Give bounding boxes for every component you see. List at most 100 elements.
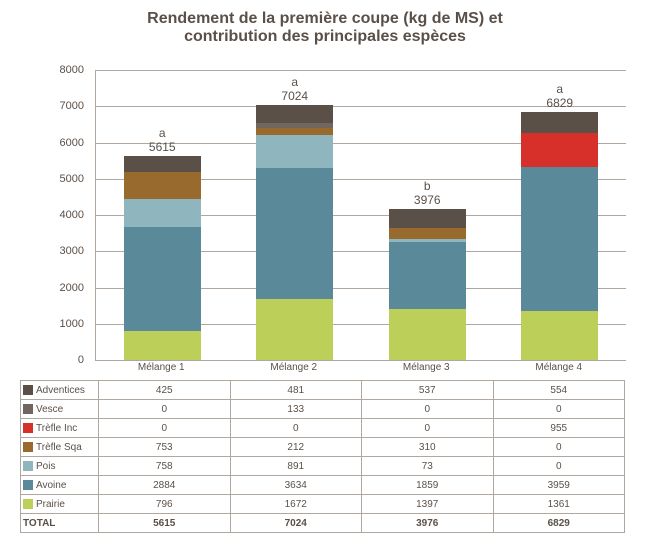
bar-total-label: a 6829 — [546, 82, 573, 110]
y-tick-label: 1000 — [34, 318, 84, 330]
bar-segment-TrefleSqa — [389, 228, 466, 239]
table-cell: 133 — [230, 400, 362, 419]
row-header-label: Avoine — [36, 480, 66, 491]
bar-segment-Adventices — [521, 112, 598, 132]
bar-total-label: a 7024 — [281, 75, 308, 103]
table-row: Pois758891730 — [21, 457, 625, 476]
bar-segment-Prairie — [521, 311, 598, 360]
bar-segment-Avoine — [521, 167, 598, 311]
row-header: Pois — [21, 457, 99, 476]
table-cell-total: 5615 — [99, 514, 231, 533]
bar-total-label: a 5615 — [149, 126, 176, 154]
table-cell: 758 — [99, 457, 231, 476]
row-header: Trèfle Inc — [21, 419, 99, 438]
title-line-1: Rendement de la première coupe (kg de MS… — [147, 10, 503, 27]
table-cell: 554 — [493, 381, 625, 400]
bar-segment-Pois — [389, 239, 466, 242]
bar-segment-Adventices — [256, 105, 333, 122]
legend-swatch — [23, 404, 33, 414]
y-tick-label: 4000 — [34, 209, 84, 221]
row-header-label: Vesce — [36, 404, 63, 415]
category-axis: Mélange 1 Mélange 2 Mélange 3 Mélange 4 — [95, 360, 625, 378]
row-header-label: Prairie — [36, 499, 65, 510]
bar-segment-Pois — [124, 199, 201, 226]
table-cell-total: 3976 — [362, 514, 494, 533]
bar-segment-TrefleSqa — [256, 128, 333, 136]
table-cell: 796 — [99, 495, 231, 514]
bar-segment-Avoine — [389, 242, 466, 309]
row-header-total: TOTAL — [21, 514, 99, 533]
table-total-row: TOTAL5615702439766829 — [21, 514, 625, 533]
y-tick-label: 8000 — [34, 64, 84, 76]
bar-segment-TrefleSqa — [124, 172, 201, 199]
row-header-label: Trèfle Sqa — [36, 442, 82, 453]
data-table: Adventices425481537554Vesce013300Trèfle … — [20, 380, 625, 533]
table-cell: 1672 — [230, 495, 362, 514]
category-label: Mélange 2 — [270, 362, 317, 373]
table-cell: 1361 — [493, 495, 625, 514]
row-header: Vesce — [21, 400, 99, 419]
table-cell: 3634 — [230, 476, 362, 495]
table-cell: 955 — [493, 419, 625, 438]
y-tick-label: 0 — [34, 354, 84, 366]
table-row: Vesce013300 — [21, 400, 625, 419]
y-tick-label: 5000 — [34, 173, 84, 185]
y-axis-ticks: 010002000300040005000600070008000 — [35, 70, 90, 360]
table-cell: 1397 — [362, 495, 494, 514]
plot-area: a 5615 a 7024 b 3976 a 6829 — [95, 70, 626, 361]
bar-segment-Pois — [256, 135, 333, 167]
category-label: Mélange 3 — [403, 362, 450, 373]
bar-segment-Prairie — [256, 299, 333, 360]
chart-title: Rendement de la première coupe (kg de MS… — [0, 10, 650, 46]
table-cell: 3959 — [493, 476, 625, 495]
bar-segment-Adventices — [389, 209, 466, 228]
row-header-label: Adventices — [36, 385, 85, 396]
table-row: Trèfle Inc000955 — [21, 419, 625, 438]
legend-swatch — [23, 461, 33, 471]
y-tick-label: 3000 — [34, 245, 84, 257]
table-cell: 310 — [362, 438, 494, 457]
table-cell: 0 — [99, 419, 231, 438]
table-cell: 73 — [362, 457, 494, 476]
title-line-2: contribution des principales espèces — [184, 28, 466, 45]
row-header: Trèfle Sqa — [21, 438, 99, 457]
legend-swatch — [23, 480, 33, 490]
row-header: Adventices — [21, 381, 99, 400]
legend-swatch — [23, 499, 33, 509]
bar-segment-Prairie — [124, 331, 201, 360]
chart-root: Rendement de la première coupe (kg de MS… — [0, 0, 650, 546]
table-cell: 425 — [99, 381, 231, 400]
table-cell: 0 — [493, 400, 625, 419]
category-label: Mélange 1 — [138, 362, 185, 373]
table-cell: 0 — [362, 419, 494, 438]
category-label: Mélange 4 — [535, 362, 582, 373]
legend-swatch — [23, 442, 33, 452]
table-cell: 0 — [493, 438, 625, 457]
bar-segment-Adventices — [124, 156, 201, 171]
bar-segment-TrefleInc — [521, 133, 598, 168]
table-cell: 0 — [362, 400, 494, 419]
table-row: Trèfle Sqa 7532123100 — [21, 438, 625, 457]
bar-segment-Vesce — [256, 123, 333, 128]
row-header-label: Pois — [36, 461, 55, 472]
row-header: Prairie — [21, 495, 99, 514]
y-tick-label: 7000 — [34, 100, 84, 112]
row-header-label: Trèfle Inc — [36, 423, 77, 434]
table-cell: 212 — [230, 438, 362, 457]
table-cell: 0 — [99, 400, 231, 419]
y-tick-label: 6000 — [34, 137, 84, 149]
row-header: Avoine — [21, 476, 99, 495]
bar-total-label: b 3976 — [414, 179, 441, 207]
table-row: Prairie 796167213971361 — [21, 495, 625, 514]
table-row: Avoine2884363418593959 — [21, 476, 625, 495]
bar-segment-Avoine — [256, 168, 333, 300]
bar-segment-Avoine — [124, 227, 201, 332]
table-cell-total: 7024 — [230, 514, 362, 533]
y-tick-label: 2000 — [34, 282, 84, 294]
gridline — [96, 70, 626, 71]
legend-swatch — [23, 385, 33, 395]
table-cell: 0 — [230, 419, 362, 438]
table-cell: 753 — [99, 438, 231, 457]
table-cell: 2884 — [99, 476, 231, 495]
table-cell: 537 — [362, 381, 494, 400]
